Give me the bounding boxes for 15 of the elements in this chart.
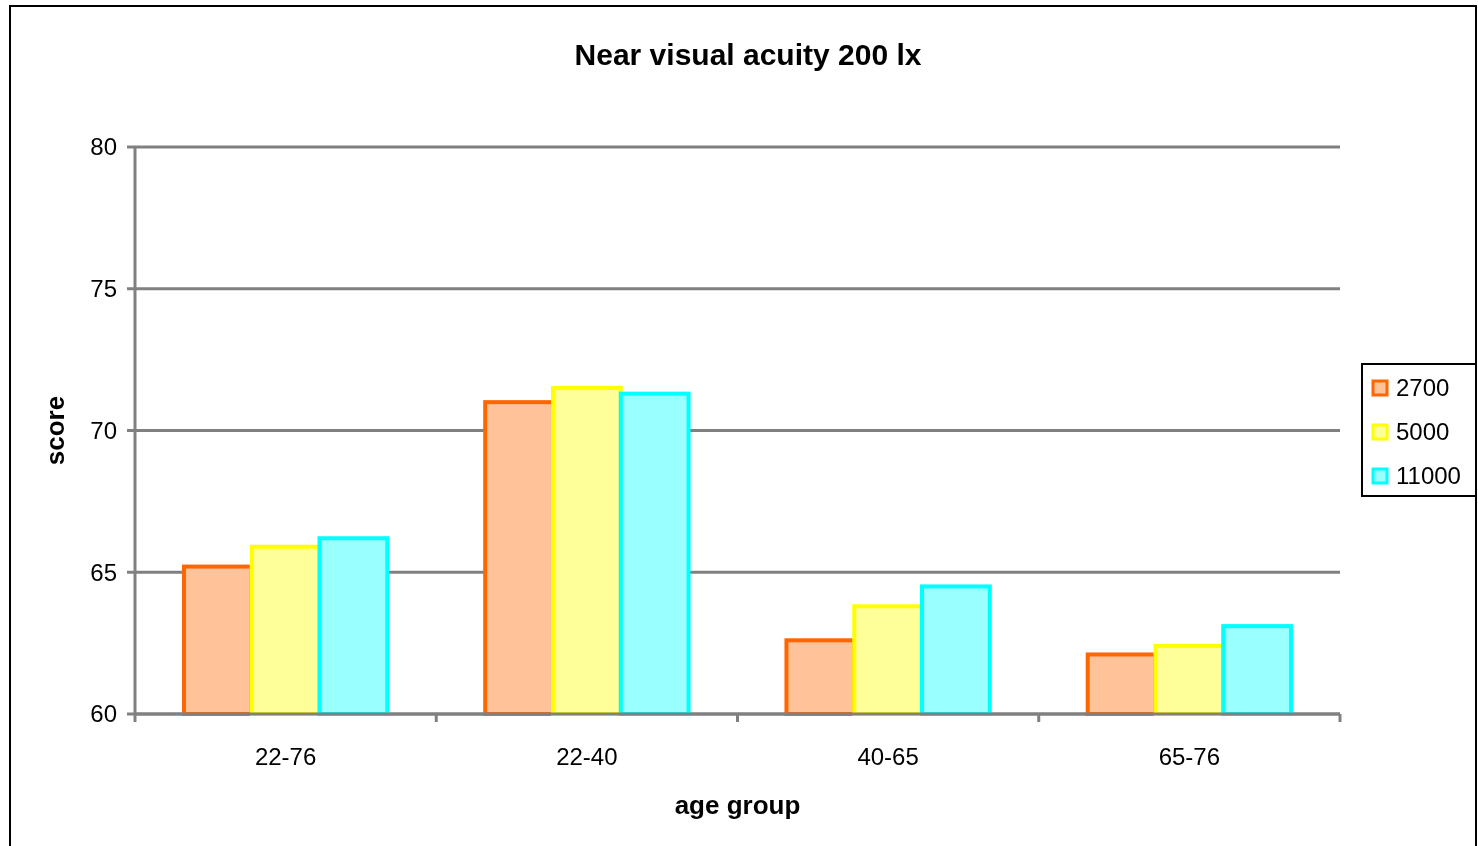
x-tick-label: 40-65 <box>857 743 919 770</box>
legend-label: 2700 <box>1396 374 1450 402</box>
x-tick-label: 22-40 <box>556 743 618 770</box>
y-tick-label: 65 <box>90 558 117 586</box>
y-tick-label: 80 <box>90 133 117 161</box>
x-tick-label: 65-76 <box>1158 743 1221 770</box>
x-tick-label: 22-76 <box>254 743 317 770</box>
y-tick-label: 75 <box>90 275 117 303</box>
x-axis-title: age group <box>674 790 801 820</box>
y-axis-title: score <box>40 395 70 466</box>
chart-title: Near visual acuity 200 lx <box>574 38 922 71</box>
y-tick-label: 70 <box>90 416 117 444</box>
y-tick-label: 60 <box>90 700 117 728</box>
legend-label: 5000 <box>1396 418 1450 446</box>
legend-label: 11000 <box>1396 462 1461 490</box>
